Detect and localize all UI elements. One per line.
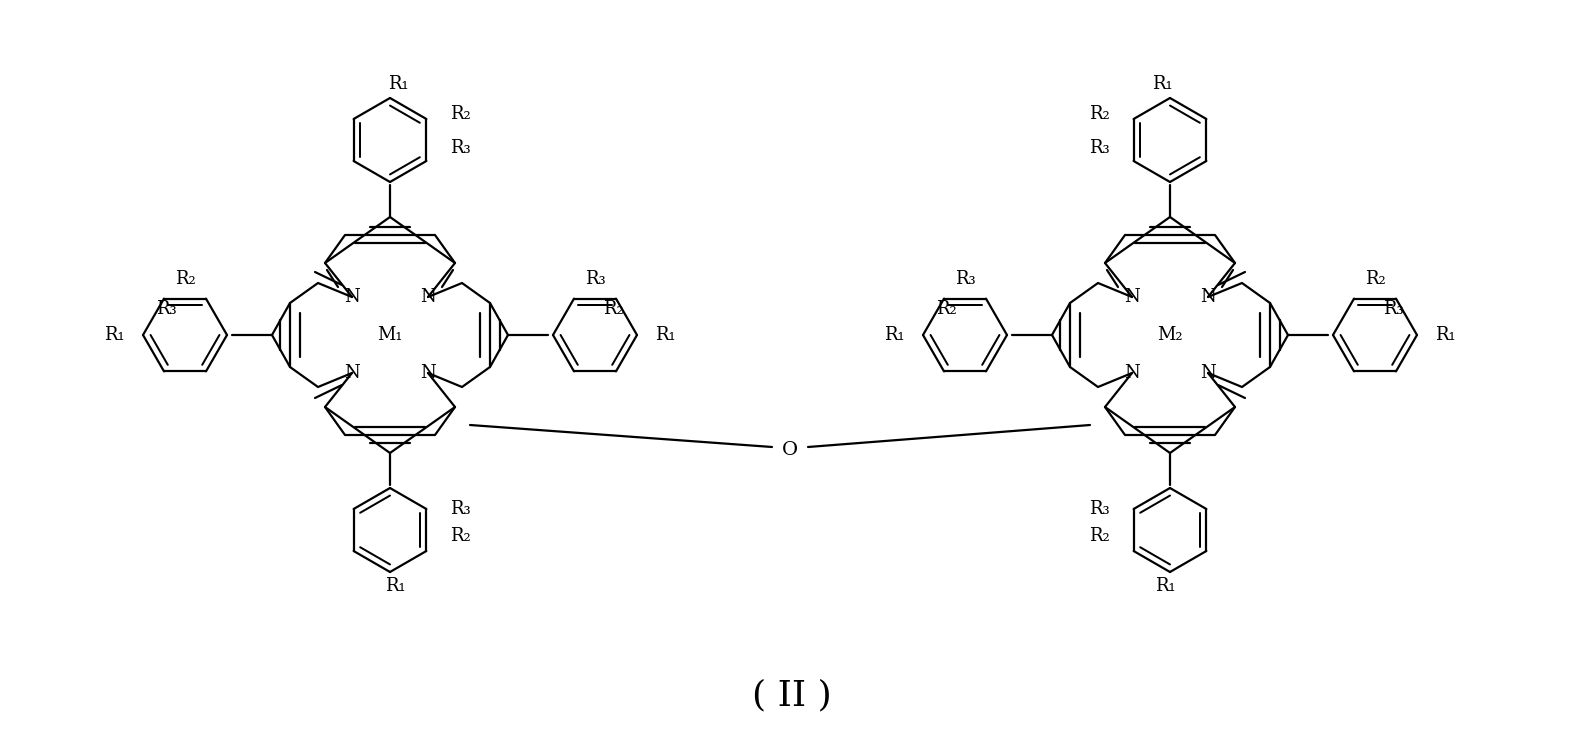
Text: R₁: R₁: [1434, 326, 1455, 344]
Text: N: N: [420, 364, 436, 382]
Text: R₂: R₂: [1365, 270, 1385, 288]
Text: R₂: R₂: [1089, 105, 1109, 123]
Text: N: N: [1200, 364, 1216, 382]
Text: O: O: [781, 441, 799, 459]
Text: N: N: [420, 288, 436, 306]
Text: R₃: R₃: [450, 140, 471, 157]
Text: R₂: R₂: [174, 270, 195, 288]
Text: R₁: R₁: [884, 326, 905, 344]
Text: R₂: R₂: [937, 300, 957, 318]
Text: ( II ): ( II ): [753, 678, 832, 712]
Text: R₁: R₁: [388, 75, 409, 93]
Text: R₃: R₃: [450, 500, 471, 518]
Text: R₁: R₁: [655, 326, 675, 344]
Text: R₃: R₃: [1384, 300, 1404, 318]
Text: R₃: R₃: [1089, 140, 1109, 157]
Text: M₂: M₂: [1157, 326, 1182, 344]
Text: R₁: R₁: [385, 577, 406, 595]
Text: R₂: R₂: [450, 105, 471, 123]
Text: R₂: R₂: [602, 300, 624, 318]
Text: N: N: [1200, 288, 1216, 306]
Text: N: N: [1124, 364, 1140, 382]
Text: R₁: R₁: [1155, 577, 1176, 595]
Text: R₂: R₂: [1089, 527, 1109, 545]
Text: R₃: R₃: [954, 270, 975, 288]
Text: R₂: R₂: [450, 527, 471, 545]
Text: N: N: [344, 364, 360, 382]
Text: M₁: M₁: [377, 326, 403, 344]
Text: R₃: R₃: [1089, 500, 1109, 518]
Text: R₃: R₃: [157, 300, 178, 318]
Text: N: N: [1124, 288, 1140, 306]
Text: R₃: R₃: [585, 270, 605, 288]
Text: R₁: R₁: [105, 326, 125, 344]
Text: N: N: [344, 288, 360, 306]
Text: R₁: R₁: [1152, 75, 1173, 93]
